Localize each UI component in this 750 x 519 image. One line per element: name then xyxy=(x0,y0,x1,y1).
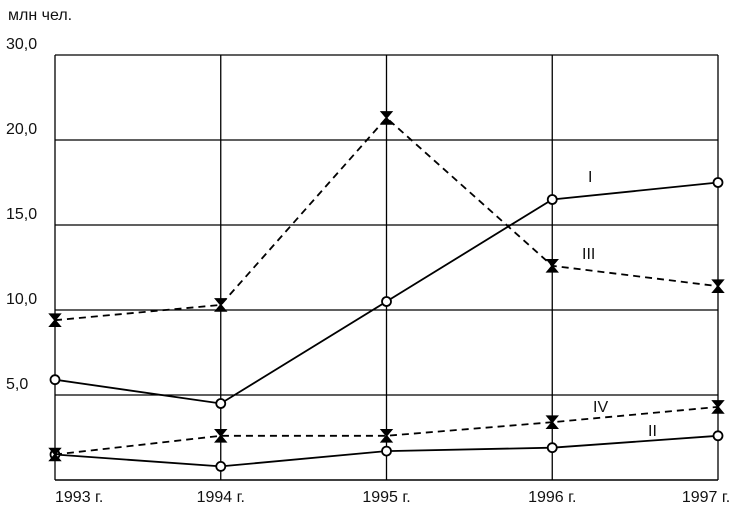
point-marker xyxy=(215,398,227,409)
series-line xyxy=(54,116,719,322)
point-marker xyxy=(711,279,725,293)
series-label: III xyxy=(582,246,595,263)
point-marker xyxy=(379,429,394,443)
point-marker xyxy=(545,415,559,429)
point-marker xyxy=(711,400,725,414)
point-marker xyxy=(379,111,394,125)
x-tick-label: 1997 г. xyxy=(682,489,730,506)
point-marker xyxy=(214,298,228,312)
series-label: I xyxy=(588,169,592,186)
series-label: II xyxy=(648,423,657,440)
point-marker xyxy=(381,296,392,307)
y-axis-label: млн чел. xyxy=(8,7,72,24)
series-line xyxy=(54,406,719,456)
x-tick-label: 1994 г. xyxy=(197,489,245,506)
point-marker xyxy=(48,313,62,327)
y-tick-label: 15,0 xyxy=(6,206,37,223)
x-tick-label: 1995 г. xyxy=(362,489,410,506)
point-marker xyxy=(48,447,62,462)
point-marker xyxy=(49,374,61,386)
point-marker xyxy=(381,445,392,457)
point-marker xyxy=(215,460,227,472)
y-tick-label: 10,0 xyxy=(6,291,37,308)
point-marker xyxy=(214,429,228,443)
y-tick-label: 20,0 xyxy=(6,121,37,138)
point-marker xyxy=(546,194,558,205)
y-tick-label: 5,0 xyxy=(6,376,28,393)
y-tick-label: 30,0 xyxy=(6,36,37,53)
point-marker xyxy=(546,442,558,454)
x-tick-label: 1996 г. xyxy=(528,489,576,506)
point-marker xyxy=(545,259,559,273)
point-marker xyxy=(712,177,724,188)
x-tick-label: 1993 г. xyxy=(55,489,103,506)
series-label: IV xyxy=(593,399,608,416)
point-marker xyxy=(712,430,724,442)
